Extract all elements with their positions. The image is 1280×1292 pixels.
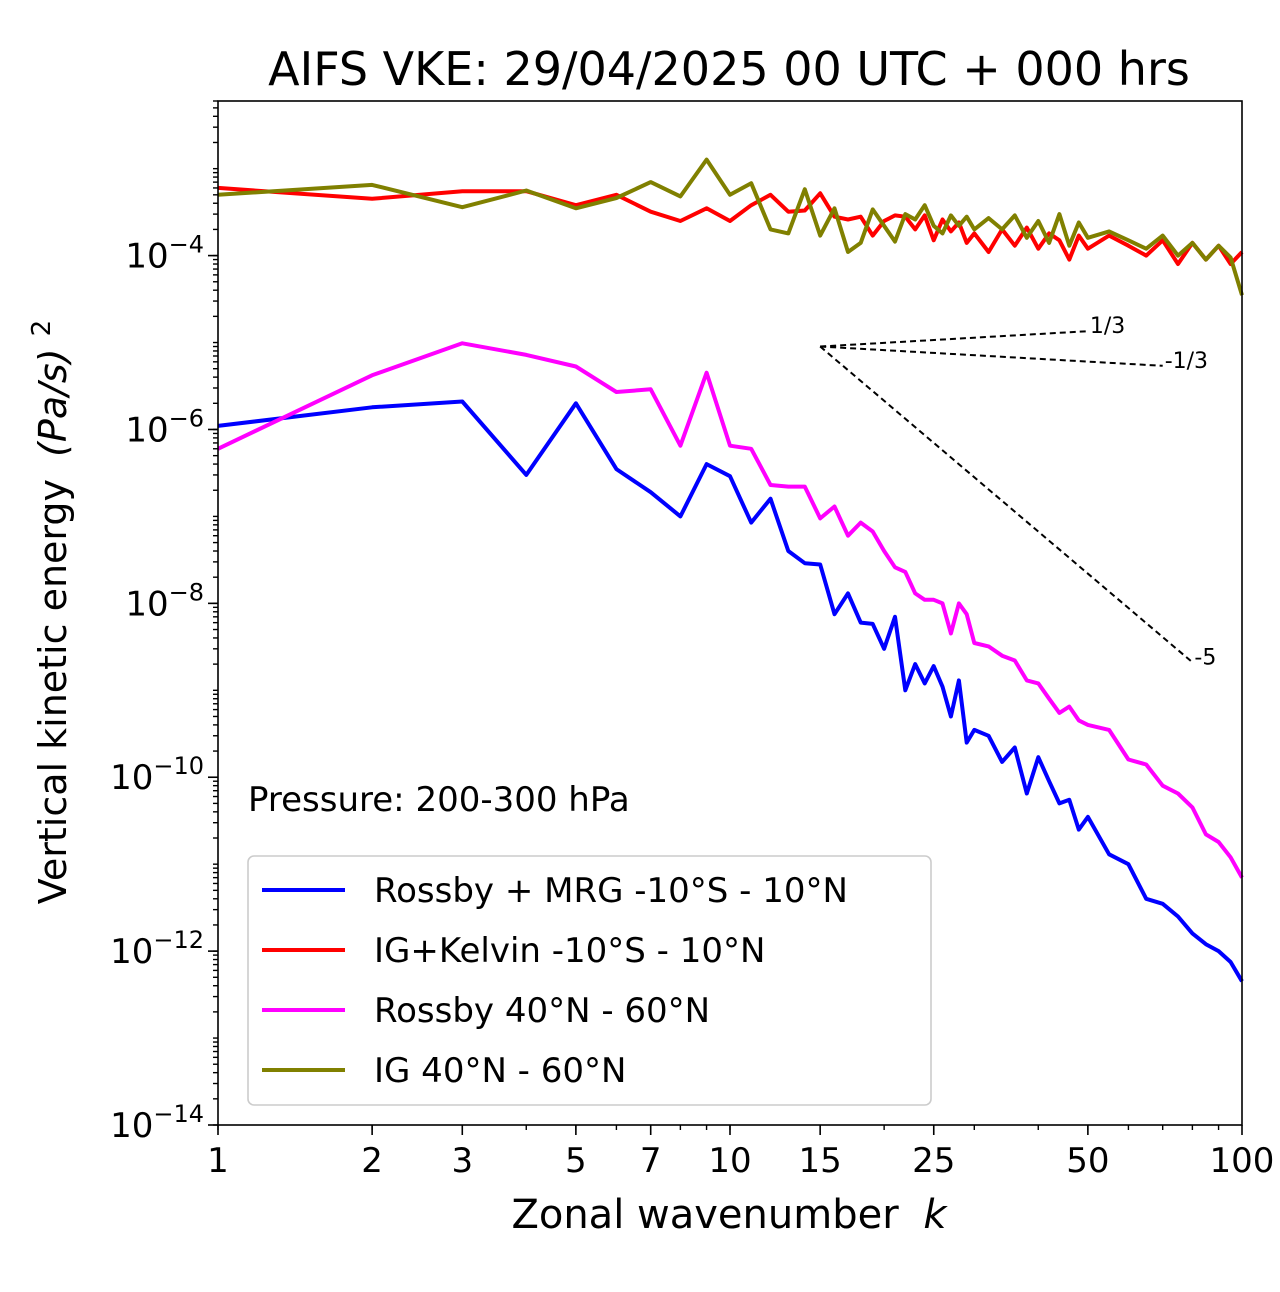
x-axis-ticks: 1 2 3 5 7 10 15 25 50 100 <box>207 1125 1274 1181</box>
y-tick-exponent: −6 <box>169 404 204 432</box>
y-tick-base: 10 <box>125 237 168 277</box>
x-axis-label: Zonal wavenumber k <box>511 1192 948 1238</box>
y-tick-label: 10−14 <box>110 1100 204 1146</box>
x-tick-label: 25 <box>912 1141 955 1181</box>
y-tick-label: 10−12 <box>110 926 204 972</box>
y-tick-exponent: −4 <box>169 231 204 259</box>
chart-title: AIFS VKE: 29/04/2025 00 UTC + 000 hrs <box>268 42 1190 96</box>
y-tick-base: 10 <box>125 410 168 450</box>
reference-slope-label: 1/3 <box>1090 314 1125 339</box>
reference-slopes: 1/3 -1/3 -5 <box>819 314 1216 670</box>
x-tick-label: 10 <box>708 1141 751 1181</box>
y-axis-label-text: Vertical kinetic energy <box>31 479 75 904</box>
x-tick-label: 50 <box>1066 1141 1109 1181</box>
y-tick-base: 10 <box>110 758 153 798</box>
svg-text:Vertical kinetic energy: Vertical kinetic energy (Pa/s) 2 <box>27 320 75 904</box>
x-tick-label: 1 <box>207 1141 229 1181</box>
reference-slope-line <box>820 345 1163 367</box>
legend-label: IG 40°N - 60°N <box>374 1051 626 1091</box>
y-tick-label: 10−10 <box>110 752 204 798</box>
series-line <box>217 185 1244 266</box>
y-tick-label: 10−6 <box>125 404 204 450</box>
legend-label: Rossby + MRG -10°S - 10°N <box>374 871 848 911</box>
legend-label: Rossby 40°N - 60°N <box>374 991 710 1031</box>
reference-slope-line <box>820 330 1088 348</box>
x-tick-label: 15 <box>799 1141 842 1181</box>
legend-frame <box>247 855 932 1106</box>
y-tick-label: 10−4 <box>125 231 204 277</box>
x-axis-label-text: Zonal wavenumber <box>511 1192 899 1238</box>
series-line <box>217 399 1244 983</box>
data-series <box>217 157 1244 983</box>
legend: Rossby + MRG -10°S - 10°N IG+Kelvin -10°S… <box>247 855 932 1106</box>
reference-slope-label: -5 <box>1194 645 1216 670</box>
y-axis-label-exponent: 2 <box>27 320 57 337</box>
pressure-annotation: Pressure: 200-300 hPa <box>248 780 630 820</box>
y-tick-exponent: −8 <box>169 578 204 606</box>
x-tick-label: 7 <box>640 1141 662 1181</box>
y-tick-base: 10 <box>125 584 168 624</box>
legend-label: IG+Kelvin -10°S - 10°N <box>374 931 765 971</box>
reference-slope-line <box>819 345 1194 664</box>
series-line <box>217 157 1244 296</box>
y-tick-base: 10 <box>110 932 153 972</box>
x-tick-label: 2 <box>361 1141 383 1181</box>
y-tick-exponent: −10 <box>153 752 204 780</box>
x-tick-label: 100 <box>1210 1141 1275 1181</box>
y-axis-label-unit: (Pa/s) <box>31 348 75 456</box>
x-axis-label-variable: k <box>923 1192 948 1238</box>
x-tick-label: 5 <box>565 1141 587 1181</box>
series-line <box>217 341 1244 879</box>
y-tick-base: 10 <box>110 1106 153 1146</box>
reference-slope-label: -1/3 <box>1165 349 1208 374</box>
y-axis-label: Vertical kinetic energy (Pa/s) 2 <box>27 320 75 904</box>
y-tick-exponent: −14 <box>153 1100 204 1128</box>
x-tick-label: 3 <box>451 1141 473 1181</box>
y-tick-exponent: −12 <box>153 926 204 954</box>
y-tick-label: 10−8 <box>125 578 204 624</box>
svg-text:Zonal wavenumber k: Zonal wavenumber k <box>511 1192 948 1238</box>
